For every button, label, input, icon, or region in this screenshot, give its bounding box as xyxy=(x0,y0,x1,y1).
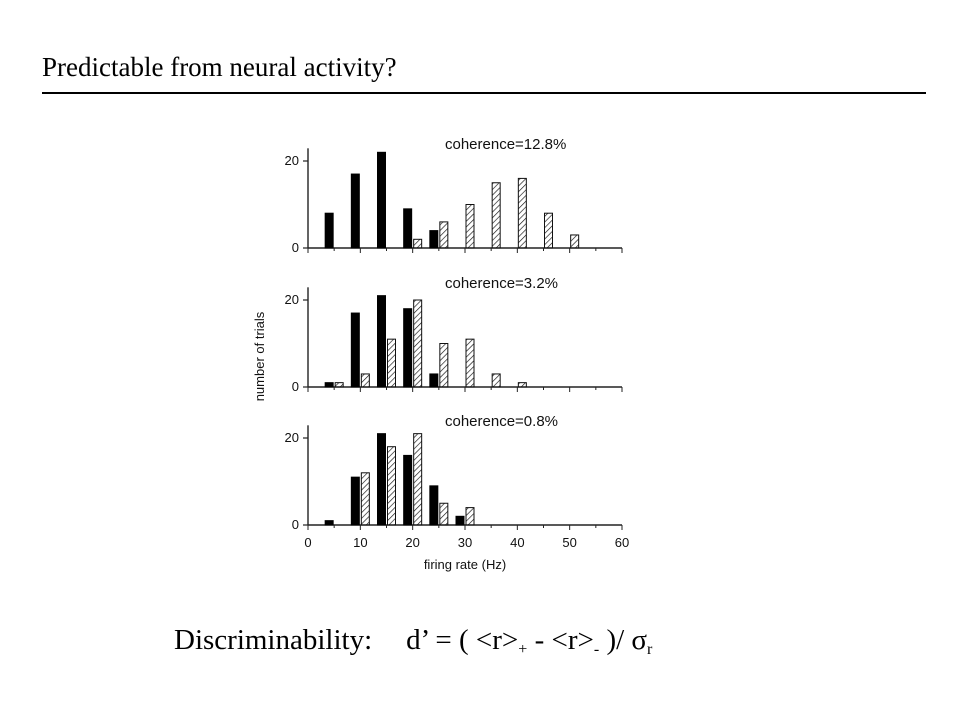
slide-title: Predictable from neural activity? xyxy=(42,52,397,82)
bar-hatched xyxy=(439,343,449,388)
title-divider xyxy=(42,92,926,94)
bar-filled xyxy=(403,208,413,249)
x-tick-label: 30 xyxy=(458,535,472,550)
x-tick-label: 40 xyxy=(510,535,524,550)
bar-hatched xyxy=(439,221,449,249)
x-axis-label: firing rate (Hz) xyxy=(424,557,506,572)
bar-filled xyxy=(455,515,465,526)
bar-filled xyxy=(377,151,386,249)
bar-filled xyxy=(403,454,413,526)
bar-hatched xyxy=(465,338,475,388)
bar-hatched xyxy=(387,338,396,388)
formula-sub-minus: - xyxy=(593,641,600,658)
x-tick-label: 20 xyxy=(405,535,419,550)
bar-hatched xyxy=(465,507,475,526)
bar-hatched xyxy=(413,299,423,388)
bar-hatched xyxy=(360,373,370,388)
bar-filled xyxy=(429,230,439,249)
bar-hatched xyxy=(439,502,449,526)
bar-filled xyxy=(377,433,386,526)
bar-filled xyxy=(350,312,360,388)
y-axis-label: number of trials xyxy=(252,311,267,401)
y-tick-label: 20 xyxy=(285,430,299,445)
bar-filled xyxy=(350,173,360,249)
bar-filled xyxy=(324,520,334,526)
x-tick-label: 60 xyxy=(615,535,629,550)
x-tick-label: 50 xyxy=(562,535,576,550)
formula-mid: - <r> xyxy=(527,624,594,656)
bar-hatched xyxy=(465,204,475,249)
bar-hatched xyxy=(491,182,501,249)
bar-hatched xyxy=(387,446,396,526)
bar-hatched xyxy=(413,433,423,526)
y-tick-label: 20 xyxy=(285,153,299,168)
bar-hatched xyxy=(517,382,527,388)
bar-filled xyxy=(429,373,439,388)
bar-filled xyxy=(377,295,386,388)
formula-sigma: σ xyxy=(631,624,648,656)
bar-hatched xyxy=(491,373,501,388)
bar-hatched xyxy=(517,177,527,249)
bar-filled xyxy=(429,485,439,526)
bar-filled xyxy=(324,382,334,388)
bar-filled xyxy=(324,212,334,249)
formula-rhs: )/ xyxy=(599,624,632,656)
formula-label: Discriminability: xyxy=(174,624,373,656)
bar-hatched xyxy=(360,472,370,526)
histogram-figure: 0 20 coherence=12.8% 0 20 coherence=3.2% 0 20 co… xyxy=(252,136,629,572)
x-tick-label: 0 xyxy=(304,535,311,550)
bar-filled xyxy=(403,308,413,388)
bar-hatched xyxy=(413,238,423,249)
coherence-label: coherence=12.8% xyxy=(445,136,566,153)
coherence-label: coherence=0.8% xyxy=(445,413,558,430)
formula-sub-plus: + xyxy=(518,641,528,658)
discriminability-formula: Discriminability: d’ = ( <r>+ - <r>- )/ σ… xyxy=(174,624,652,659)
formula-lhs: d’ = ( <r> xyxy=(406,624,519,656)
formula-sub-r: r xyxy=(647,641,653,658)
y-tick-label: 20 xyxy=(285,292,299,307)
bar-hatched xyxy=(334,382,344,388)
y-tick-label: 0 xyxy=(292,379,299,394)
bar-hatched xyxy=(570,234,580,249)
bar-hatched xyxy=(544,212,553,249)
y-tick-label: 0 xyxy=(292,517,299,532)
y-tick-label: 0 xyxy=(292,240,299,255)
coherence-label: coherence=3.2% xyxy=(445,275,558,292)
bar-filled xyxy=(350,476,360,526)
x-tick-label: 10 xyxy=(353,535,367,550)
